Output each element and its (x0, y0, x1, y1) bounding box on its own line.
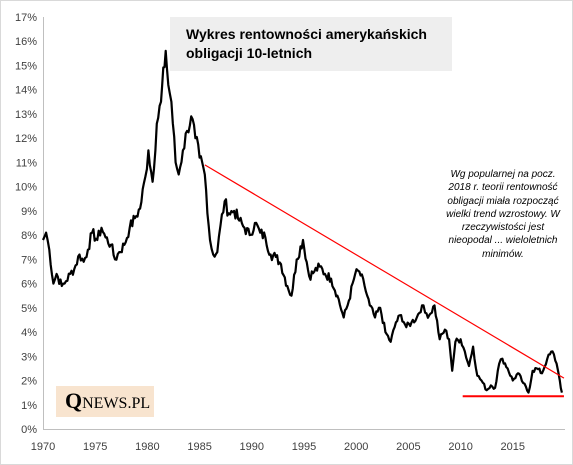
y-tick-label: 11% (16, 157, 37, 169)
y-tick-label: 3% (21, 351, 37, 363)
y-tick-label: 15% (15, 60, 37, 72)
x-tick-label: 2015 (501, 441, 525, 453)
y-tick-label: 8% (21, 230, 37, 242)
y-tick-label: 14% (15, 85, 37, 97)
y-tick-label: 2% (21, 376, 37, 388)
y-tick-label: 17% (15, 12, 37, 24)
y-tick-label: 13% (15, 109, 37, 121)
chart-title: Wykres rentowności amerykańskich obligac… (186, 26, 427, 61)
y-tick-label: 9% (21, 206, 37, 218)
chart-title-box: Wykres rentowności amerykańskich obligac… (170, 17, 452, 71)
x-tick-label: 1985 (187, 441, 211, 453)
y-tick-label: 12% (15, 133, 37, 145)
y-tick-label: 16% (15, 36, 37, 48)
bond-yield-series-line (41, 49, 563, 394)
y-tick-label: 6% (21, 279, 37, 291)
y-tick-label: 5% (21, 303, 37, 315)
x-tick-labels: 1970 1975 1980 1985 1990 1995 2000 2005 2010 2015 (31, 441, 525, 453)
x-tick-label: 1975 (83, 441, 107, 453)
x-tick-label: 2010 (448, 441, 472, 453)
downtrend-line (204, 164, 565, 379)
y-tick-label: 0% (21, 424, 37, 436)
annotation-note: Wg popularnej na pocz. 2018 r. teorii re… (446, 169, 560, 260)
y-tick-label: 7% (21, 254, 37, 266)
logo-q: Q (65, 388, 83, 413)
logo-text: NEWS.PL (82, 395, 151, 412)
qnews-logo: QNEWS.PL (56, 386, 154, 417)
y-tick-labels: 0% 1% 2% 3% 4% 5% 6% 7% 8% 9% 10% 11% 12% 13% 14% 15% 16… (15, 12, 37, 436)
x-tick-label: 2000 (344, 441, 368, 453)
x-tick-label: 1970 (31, 441, 55, 453)
y-tick-label: 1% (21, 400, 37, 412)
x-tick-label: 1995 (292, 441, 316, 453)
x-tick-label: 1990 (240, 441, 264, 453)
y-tick-label: 4% (21, 327, 37, 339)
y-tick-label: 10% (15, 182, 37, 194)
x-tick-label: 2005 (396, 441, 420, 453)
x-tick-label: 1980 (135, 441, 159, 453)
